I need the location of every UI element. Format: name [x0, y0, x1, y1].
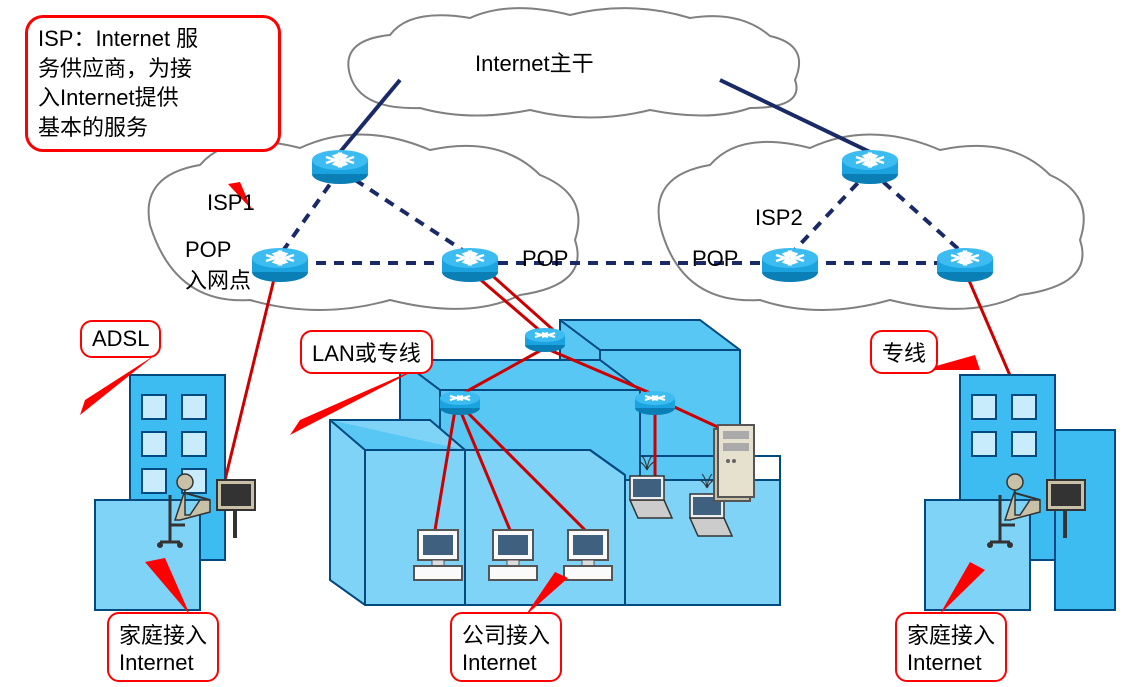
- pc-icon: [564, 530, 612, 580]
- router-company-right-icon: [635, 391, 675, 415]
- pop-label-1: POP: [522, 246, 568, 272]
- pc-icon: [414, 530, 462, 580]
- router-company-left-icon: [440, 391, 480, 415]
- pop-label-2: POP: [692, 246, 738, 272]
- pop-entry-label: POP 入网点: [185, 237, 251, 295]
- isp2-label: ISP2: [755, 205, 803, 231]
- router-isp2-left-icon: [762, 248, 818, 282]
- router-isp2-right-icon: [937, 248, 993, 282]
- router-company-top-icon: [525, 328, 565, 352]
- backbone-label: Internet主干: [475, 46, 594, 78]
- router-isp1-right-icon: [442, 248, 498, 282]
- leased-callout: 专线: [870, 330, 938, 374]
- router-isp1-top-icon: [312, 150, 368, 184]
- isp-definition-callout: ISP：Internet 服 务供应商，为接 入Internet提供 基本的服务: [25, 15, 281, 152]
- home-right-building: [925, 375, 1115, 610]
- diagram-canvas: Internet主干 ISP1 ISP2 POP 入网点 POP POP ISP…: [0, 0, 1134, 687]
- router-isp2-top-icon: [842, 150, 898, 184]
- lan-callout: LAN或专线: [300, 330, 433, 374]
- pc-icon: [489, 530, 537, 580]
- adsl-callout: ADSL: [80, 320, 161, 358]
- company-callout: 公司接入 Internet: [450, 612, 562, 682]
- server-icon: [714, 425, 754, 501]
- isp1-label: ISP1: [207, 190, 255, 216]
- router-isp1-left-icon: [252, 248, 308, 282]
- home-left-callout: 家庭接入 Internet: [107, 612, 219, 682]
- home-right-callout: 家庭接入 Internet: [895, 612, 1007, 682]
